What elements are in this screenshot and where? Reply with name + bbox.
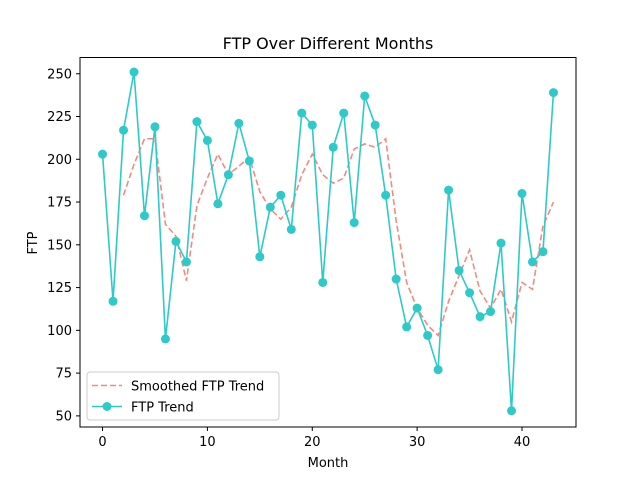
ftp-trend-point <box>507 406 517 416</box>
ftp-trend-point <box>496 238 506 248</box>
ftp-trend-point <box>475 312 485 322</box>
ftp-trend-point <box>213 199 223 209</box>
legend-trend-label: FTP Trend <box>131 401 194 416</box>
ftp-trend-point <box>360 91 370 101</box>
ftp-trend-point <box>255 252 265 262</box>
x-tick-label: 40 <box>514 435 531 450</box>
y-axis-ticks: 50 75 100 125 150 175 200 225 250 <box>47 67 80 424</box>
ftp-trend-point <box>465 288 475 298</box>
ftp-trend-point <box>444 185 454 195</box>
ftp-trend-point <box>297 108 307 118</box>
x-tick-label: 20 <box>304 435 321 450</box>
ftp-trend-point <box>108 296 118 306</box>
chart-title: FTP Over Different Months <box>223 34 434 53</box>
y-tick-label: 225 <box>47 110 72 125</box>
ftp-trend-point <box>538 247 548 257</box>
legend-smoothed-label: Smoothed FTP Trend <box>131 380 264 395</box>
y-tick-label: 50 <box>55 409 72 424</box>
ftp-trend-point <box>150 122 160 132</box>
x-axis-label: Month <box>308 456 349 471</box>
ftp-trend-point <box>307 120 317 130</box>
ftp-trend-point <box>349 218 359 228</box>
ftp-trend-point <box>286 224 296 234</box>
ftp-trend-point <box>517 188 527 198</box>
y-tick-label: 200 <box>47 153 72 168</box>
ftp-trend-point <box>181 257 191 267</box>
x-axis-ticks: 0 10 20 30 40 <box>98 427 530 450</box>
ftp-trend-point <box>339 108 349 118</box>
ftp-trend-point <box>548 88 558 98</box>
ftp-trend-point <box>139 211 149 221</box>
ftp-trend-point <box>527 257 537 267</box>
ftp-trend-point <box>423 330 433 340</box>
ftp-trend-point <box>223 170 233 180</box>
y-tick-label: 175 <box>47 196 72 211</box>
x-tick-label: 0 <box>98 435 106 450</box>
ftp-trend-point <box>192 117 202 127</box>
series-line-smoothed-ftp-trend <box>122 137 555 337</box>
legend: Smoothed FTP Trend FTP Trend <box>86 371 280 421</box>
ftp-trend-point <box>402 322 412 332</box>
ftp-trend-point <box>454 265 464 275</box>
legend-box <box>86 371 280 421</box>
ftp-trend-point <box>98 149 108 159</box>
ftp-trend-point <box>234 118 244 128</box>
ftp-trend-point <box>160 334 170 344</box>
ftp-trend-point <box>202 135 212 145</box>
ftp-trend-point <box>129 67 139 77</box>
plot-lines <box>98 67 558 416</box>
ftp-trend-point <box>318 277 328 287</box>
ftp-trend-point <box>171 236 181 246</box>
legend-trend-marker <box>102 402 112 411</box>
plot-area-frame <box>79 57 577 428</box>
ftp-trend-point <box>433 365 443 375</box>
ftp-trend-point <box>119 125 129 135</box>
y-tick-label: 250 <box>47 67 72 82</box>
ftp-trend-point <box>391 274 401 284</box>
x-tick-label: 10 <box>199 435 216 450</box>
ftp-trend-point <box>486 307 496 317</box>
ftp-trend-point <box>381 190 391 200</box>
ftp-trend-point <box>370 120 380 130</box>
ftp-trend-point <box>265 202 275 212</box>
ftp-trend-point <box>244 156 254 166</box>
ftp-trend-point <box>328 142 338 152</box>
y-tick-label: 125 <box>47 281 72 296</box>
ftp-trend-point <box>276 190 286 200</box>
ftp-trend-point <box>412 303 422 313</box>
x-tick-label: 30 <box>409 435 426 450</box>
y-tick-label: 75 <box>55 367 72 382</box>
y-axis-label: FTP <box>26 231 41 254</box>
y-tick-label: 150 <box>47 238 72 253</box>
y-tick-label: 100 <box>47 324 72 339</box>
